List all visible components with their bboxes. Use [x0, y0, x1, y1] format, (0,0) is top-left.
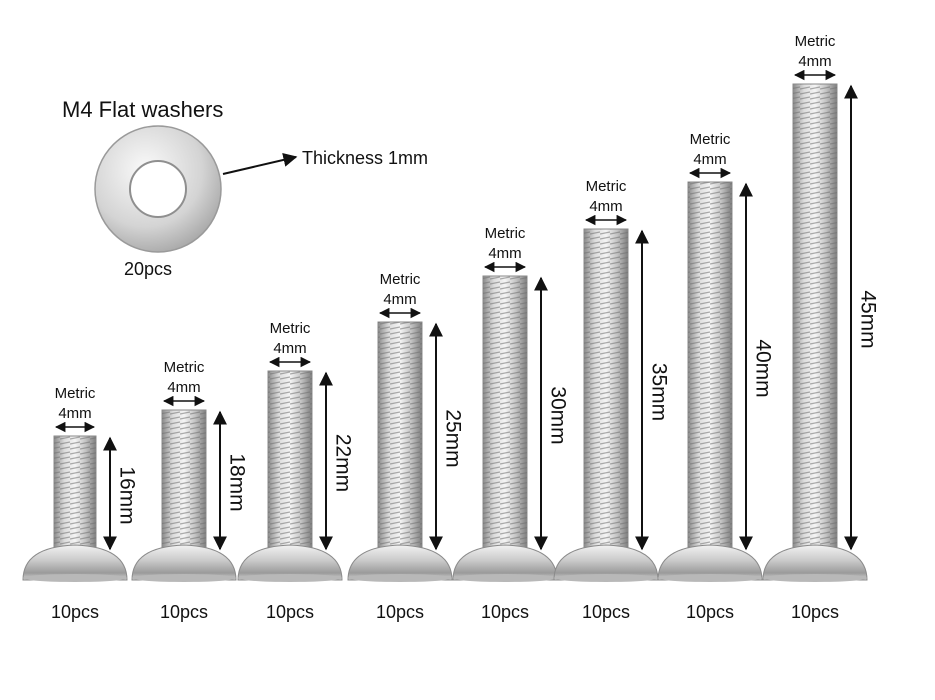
- screw-22mm: Metric 4mm 22mm 10pcs: [237, 320, 354, 622]
- screw-thread: [268, 371, 312, 555]
- length-label: 40mm: [751, 339, 774, 397]
- screw-head-base: [658, 574, 762, 582]
- metric-label: Metric: [586, 178, 627, 195]
- screw-thread: [54, 436, 96, 555]
- diameter-label: 4mm: [589, 198, 622, 215]
- diameter-label: 4mm: [488, 245, 521, 262]
- screw-head-base: [348, 574, 452, 582]
- screw-head: [347, 544, 453, 581]
- screw-thread: [584, 229, 628, 555]
- screw-thread: [793, 84, 837, 555]
- count-label: 10pcs: [791, 602, 839, 622]
- length-label: 35mm: [647, 363, 670, 421]
- screw-head-base: [132, 574, 236, 582]
- screw-30mm: Metric 4mm 30mm 10pcs: [452, 225, 569, 622]
- washer-title: M4 Flat washers: [62, 97, 223, 122]
- count-label: 10pcs: [686, 602, 734, 622]
- diameter-label: 4mm: [798, 53, 831, 70]
- screw-head: [657, 544, 763, 581]
- count-label: 10pcs: [582, 602, 630, 622]
- count-label: 10pcs: [51, 602, 99, 622]
- count-label: 10pcs: [160, 602, 208, 622]
- screw-18mm: Metric 4mm 18mm 10pcs: [131, 359, 248, 622]
- screw-25mm: Metric 4mm 25mm 10pcs: [347, 271, 464, 622]
- length-label: 30mm: [546, 386, 569, 444]
- screw-40mm: Metric 4mm 40mm 10pcs: [657, 131, 774, 622]
- metric-label: Metric: [55, 385, 96, 402]
- screw-head-base: [763, 574, 867, 582]
- diameter-label: 4mm: [167, 379, 200, 396]
- screw-thread: [688, 182, 732, 555]
- screw-head-base: [453, 574, 557, 582]
- screw-head: [553, 544, 659, 581]
- screw-head: [237, 544, 343, 581]
- screw-16mm: Metric 4mm 16mm 10pcs: [22, 385, 138, 622]
- length-label: 16mm: [115, 466, 138, 524]
- metric-label: Metric: [690, 131, 731, 148]
- diameter-label: 4mm: [58, 405, 91, 422]
- diameter-label: 4mm: [273, 340, 306, 357]
- metric-label: Metric: [485, 225, 526, 242]
- screw-head-base: [23, 574, 127, 582]
- screw-thread: [162, 410, 206, 555]
- diameter-label: 4mm: [693, 151, 726, 168]
- count-label: 10pcs: [376, 602, 424, 622]
- screw-thread: [483, 276, 527, 555]
- metric-label: Metric: [164, 359, 205, 376]
- washer: M4 Flat washers Thickness 1mm 20pcs: [62, 97, 428, 279]
- screw-thread: [378, 322, 422, 555]
- screw-45mm: Metric 4mm 45mm 10pcs: [762, 33, 879, 622]
- metric-label: Metric: [795, 33, 836, 50]
- length-label: 25mm: [441, 409, 464, 467]
- screw-head: [22, 544, 128, 581]
- screw-head: [131, 544, 237, 581]
- metric-label: Metric: [380, 271, 421, 288]
- diameter-label: 4mm: [383, 291, 416, 308]
- length-label: 45mm: [856, 290, 879, 348]
- screw-head-base: [554, 574, 658, 582]
- count-label: 10pcs: [481, 602, 529, 622]
- washer-count-label: 20pcs: [124, 259, 172, 279]
- screw-head: [762, 544, 868, 581]
- thickness-arrow: [222, 153, 298, 175]
- count-label: 10pcs: [266, 602, 314, 622]
- length-label: 18mm: [225, 453, 248, 511]
- screw-set: Metric4mm16mm10pcsMetric4mm18mm10pcsMetr…: [22, 33, 879, 622]
- washer-hole: [129, 160, 187, 218]
- screw-head-base: [238, 574, 342, 582]
- screw-head: [452, 544, 558, 581]
- metric-label: Metric: [270, 320, 311, 337]
- length-label: 22mm: [331, 434, 354, 492]
- washer-thickness-label: Thickness 1mm: [302, 148, 428, 168]
- screw-35mm: Metric 4mm 35mm 10pcs: [553, 178, 670, 622]
